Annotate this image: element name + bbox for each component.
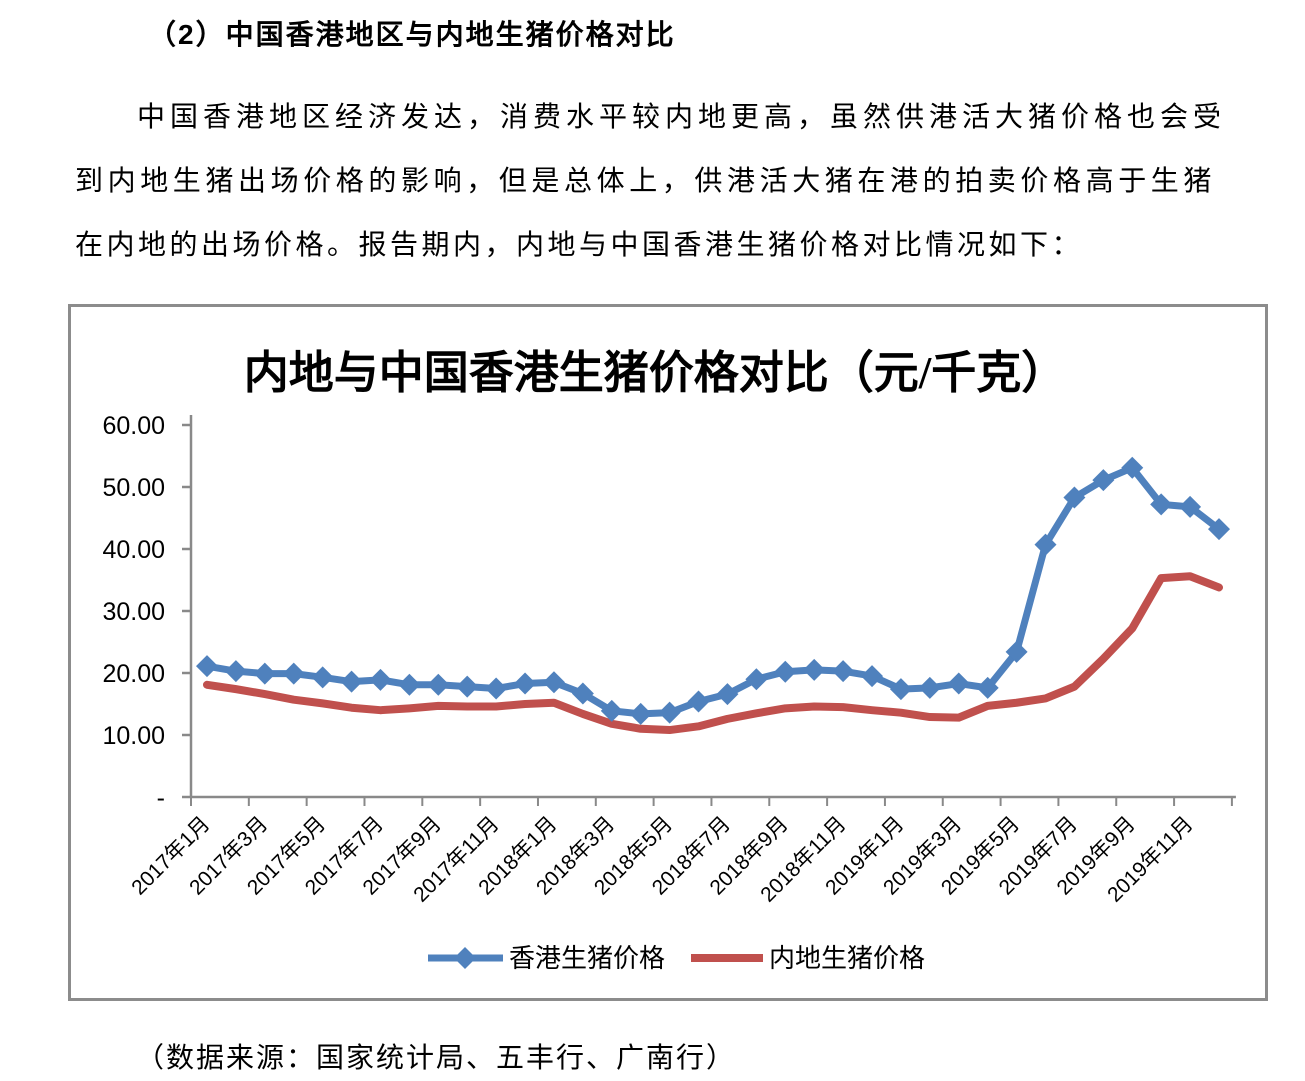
hongkong-data-point-marker — [1005, 640, 1028, 663]
hongkong-data-point-marker — [456, 675, 479, 698]
y-axis-label: 60.00 — [102, 412, 165, 440]
section-heading: （2）中国香港地区与内地生猪价格对比 — [148, 19, 676, 50]
y-axis-label: 20.00 — [102, 660, 165, 688]
hongkong-data-point-marker — [196, 655, 218, 678]
hongkong-data-point-marker — [485, 677, 508, 700]
hongkong-data-point-marker — [340, 670, 363, 693]
hongkong-data-point-marker — [1063, 486, 1086, 509]
hongkong-data-point-marker — [253, 662, 276, 685]
hongkong-data-point-marker — [861, 665, 884, 688]
hongkong-data-point-marker — [832, 660, 855, 683]
hongkong-data-point-marker — [514, 672, 537, 695]
hongkong-data-point-marker — [224, 660, 247, 683]
y-axis-label: 30.00 — [102, 598, 165, 626]
y-axis-label: 10.00 — [102, 722, 165, 750]
hongkong-data-point-marker — [427, 673, 450, 696]
hongkong-data-point-marker — [600, 699, 623, 722]
hongkong-data-point-marker — [803, 658, 826, 681]
hongkong-data-point-marker — [1179, 495, 1202, 518]
legend-hongkong-diamond-icon — [454, 947, 476, 969]
hongkong-data-point-marker — [369, 668, 392, 691]
hongkong-data-point-marker — [687, 690, 710, 713]
hongkong-data-point-marker — [1034, 533, 1057, 556]
legend-hongkong-label: 香港生猪价格 — [509, 944, 665, 973]
hongkong-data-point-marker — [542, 671, 565, 694]
hongkong-data-point-marker — [1150, 493, 1173, 516]
hongkong-data-point-marker — [774, 660, 797, 683]
hongkong-data-point-marker — [1092, 469, 1115, 492]
paragraph-line: 在内地的出场价格。报告期内，内地与中国香港生猪价格对比情况如下： — [75, 230, 1084, 261]
hongkong-data-point-marker — [629, 702, 652, 725]
paragraph-line: 中国香港地区经济发达，消费水平较内地更高，虽然供港活大猪价格也会受 — [137, 102, 1227, 133]
hongkong-price-line — [203, 464, 1223, 718]
y-axis-label: - — [157, 784, 165, 812]
hongkong-data-point-marker — [311, 666, 334, 689]
hongkong-data-point-marker — [947, 672, 970, 695]
hongkong-data-point-marker — [1207, 518, 1230, 541]
hongkong-data-point-marker — [889, 678, 912, 701]
hongkong-data-point-marker — [976, 676, 999, 699]
hongkong-data-point-marker — [745, 668, 768, 691]
data-source-note: （数据来源：国家统计局、五丰行、广南行） — [136, 1043, 737, 1074]
price-comparison-chart-frame: 内地与中国香港生猪价格对比（元/千克） 60.00 50.00 40.00 30.00 2… — [68, 304, 1268, 1001]
chart-title: 内地与中国香港生猪价格对比（元/千克） — [244, 348, 1067, 398]
hongkong-data-point-marker — [918, 676, 941, 699]
hongkong-data-point-marker — [716, 683, 739, 706]
y-axis-label: 50.00 — [102, 474, 165, 502]
hongkong-data-point-marker — [398, 673, 421, 696]
paragraph-line: 到内地生猪出场价格的影响，但是总体上，供港活大猪在港的拍卖价格高于生猪 — [75, 166, 1217, 197]
hongkong-data-point-marker — [1121, 456, 1144, 479]
hongkong-data-point-marker — [571, 682, 594, 705]
hongkong-data-point-marker — [658, 701, 681, 724]
legend-mainland-label: 内地生猪价格 — [769, 944, 925, 973]
y-axis-label: 40.00 — [102, 536, 165, 564]
price-comparison-chart: 内地与中国香港生猪价格对比（元/千克） 60.00 50.00 40.00 30.00 2… — [102, 348, 1236, 973]
hongkong-data-point-marker — [282, 662, 305, 685]
mainland-price-line — [203, 572, 1223, 735]
